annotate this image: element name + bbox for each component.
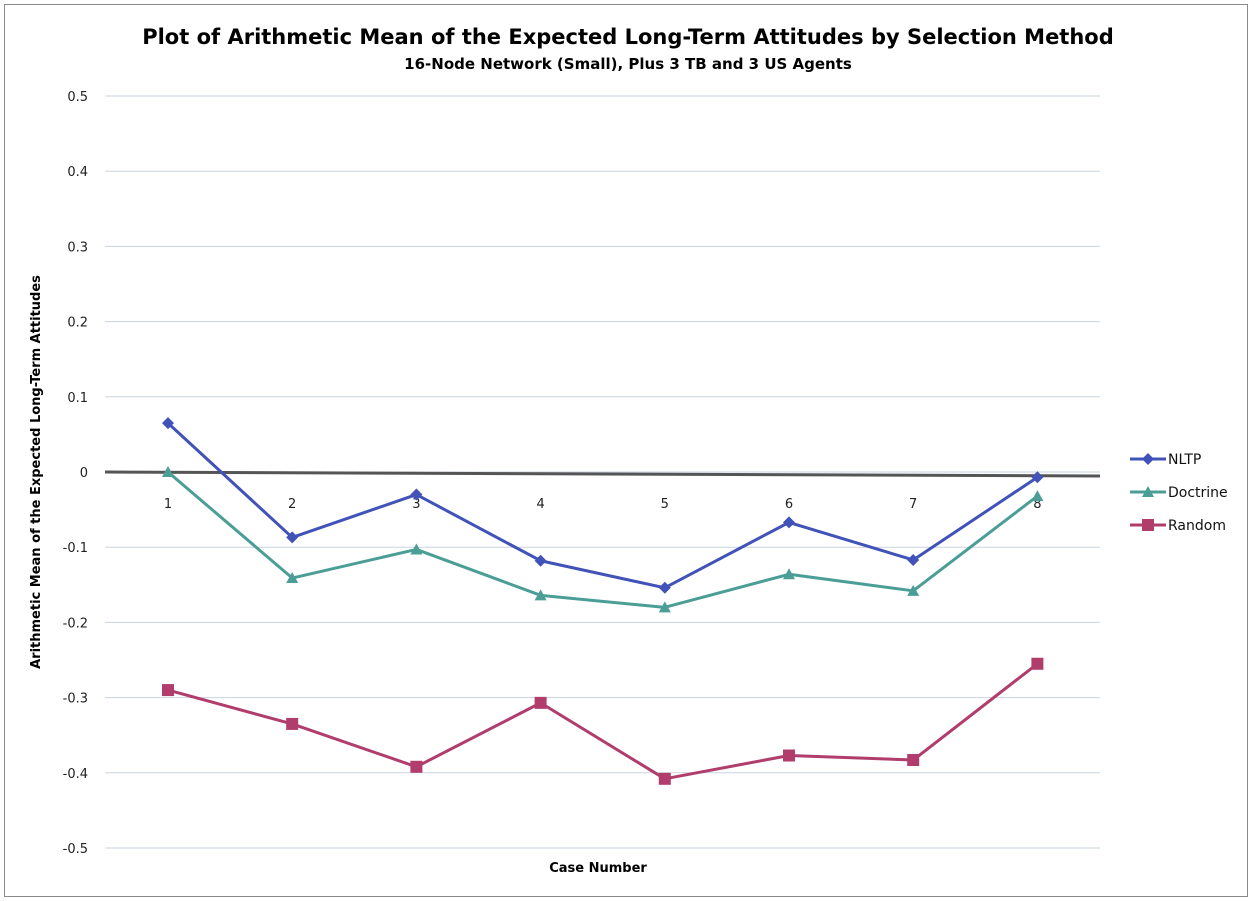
series-nltp	[162, 417, 1044, 594]
chart-frame	[4, 4, 1248, 897]
data-point	[534, 696, 547, 709]
legend-marker	[1142, 486, 1154, 497]
data-point	[534, 589, 547, 601]
data-point	[162, 417, 174, 430]
y-tick-label: -0.1	[63, 541, 88, 556]
y-tick-label: 0.4	[67, 165, 88, 180]
data-point	[162, 684, 174, 697]
legend-item: Random	[1130, 518, 1226, 534]
legend-label: NLTP	[1168, 452, 1201, 468]
y-tick-label: 0.3	[67, 240, 88, 255]
data-point	[658, 581, 671, 594]
data-point	[783, 516, 795, 529]
series-doctrine	[162, 466, 1044, 613]
legend-marker	[1142, 519, 1154, 531]
legend-item: Doctrine	[1130, 485, 1228, 501]
data-point	[1031, 471, 1044, 484]
data-point	[783, 568, 795, 580]
x-tick-label: 4	[536, 497, 544, 512]
y-axis-title: Arithmetic Mean of the Expected Long-Ter…	[29, 275, 44, 669]
data-point	[162, 466, 174, 477]
x-tick-labels: 1 2 3 4 5 6 7 8	[164, 497, 1042, 512]
y-tick-label: 0.1	[67, 391, 88, 406]
data-point	[410, 760, 423, 773]
y-tick-label: 0.5	[67, 90, 88, 105]
zero-line-layer	[104, 470, 1101, 478]
x-tick-label: 8	[1033, 497, 1041, 512]
y-tick-label: 0.2	[67, 316, 88, 331]
y-tick-label: -0.5	[63, 842, 88, 857]
data-point	[286, 717, 299, 730]
data-point	[1031, 657, 1044, 670]
x-tick-label: 7	[909, 497, 917, 512]
x-tick-label: 3	[412, 497, 420, 512]
x-axis-title: Case Number	[549, 861, 647, 876]
chart-subtitle: 16-Node Network (Small), Plus 3 TB and 3…	[404, 55, 852, 73]
y-tick-label: -0.4	[63, 767, 88, 782]
data-point	[534, 554, 547, 567]
data-point	[286, 531, 299, 544]
data-point	[783, 749, 795, 762]
x-axis-line	[104, 470, 1101, 478]
data-point	[907, 553, 920, 566]
series-lines	[162, 417, 1044, 785]
x-tick-label: 5	[661, 497, 669, 512]
chart-title: Plot of Arithmetic Mean of the Expected …	[142, 25, 1114, 49]
data-point	[410, 488, 423, 501]
y-tick-label: -0.2	[63, 616, 88, 631]
data-point	[1031, 490, 1044, 502]
y-tick-labels: 0.5 0.4 0.3 0.2 0.1 0 -0.1 -0.2 -0.3 -0.4 -0.5	[63, 90, 88, 857]
data-point	[286, 572, 299, 584]
series-line	[167, 662, 1039, 781]
y-tick-label: 0	[80, 466, 88, 481]
series-line	[166, 422, 1039, 590]
x-tick-label: 6	[785, 497, 793, 512]
data-point	[658, 772, 671, 785]
legend-label: Doctrine	[1168, 485, 1228, 501]
series-line	[167, 470, 1039, 609]
data-point	[410, 543, 423, 555]
legend-marker	[1142, 453, 1154, 465]
y-tick-label: -0.3	[63, 692, 88, 707]
data-point	[658, 601, 671, 613]
data-point	[907, 754, 920, 767]
series-random	[162, 657, 1044, 785]
x-tick-label: 1	[164, 497, 172, 512]
legend-label: Random	[1168, 518, 1226, 534]
data-point	[907, 584, 920, 596]
x-tick-label: 2	[288, 497, 296, 512]
legend: NLTP Doctrine Random	[1130, 452, 1228, 534]
legend-item: NLTP	[1130, 452, 1201, 468]
